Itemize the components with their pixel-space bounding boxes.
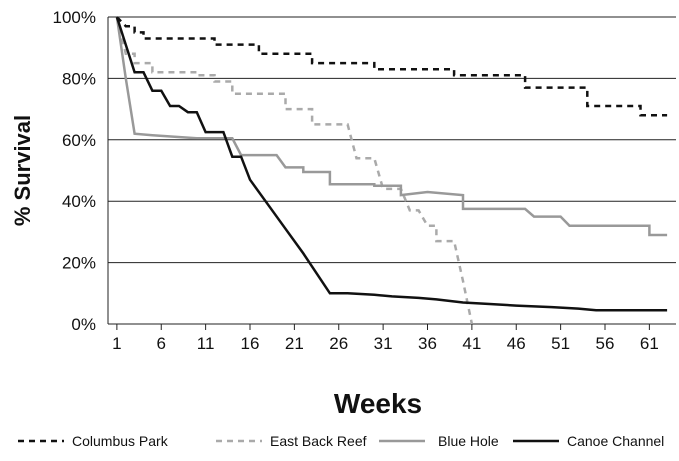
legend-label: Blue Hole <box>438 433 499 449</box>
x-tick-label: 16 <box>241 334 260 353</box>
legend-item: Columbus Park <box>18 433 169 449</box>
y-axis-title: % Survival <box>10 115 35 226</box>
x-tick-label: 11 <box>197 334 215 353</box>
y-tick-label: 80% <box>62 69 96 88</box>
x-tick-label: 46 <box>507 334 526 353</box>
axes: 0%20%40%60%80%100%1 6 11 16 21 26 31 36 41 46 51 56… <box>10 8 676 419</box>
series-line-canoe-channel <box>115 16 668 312</box>
x-tick-label: 51 <box>551 334 570 353</box>
y-tick-label: 0% <box>71 315 96 334</box>
series-line-east-back-reef <box>115 16 474 325</box>
legend: Columbus Park East Back Reef Blue Hole Cano… <box>18 433 664 449</box>
x-tick-label: 21 <box>285 334 304 353</box>
y-tick-label: 100% <box>53 8 96 27</box>
x-tick-label: 56 <box>596 334 615 353</box>
legend-label: East Back Reef <box>270 433 367 449</box>
x-tick-label: 36 <box>418 334 437 353</box>
x-tick-label: 1 <box>112 334 121 353</box>
y-tick-label: 60% <box>62 131 96 150</box>
x-tick-label: 31 <box>374 334 393 353</box>
series-line-columbus-park <box>116 16 668 117</box>
x-tick-label: 6 <box>157 334 166 353</box>
legend-item: Blue Hole <box>379 433 499 449</box>
x-axis-title: Weeks <box>334 388 422 419</box>
legend-item: East Back Reef <box>216 433 367 449</box>
gridlines <box>108 16 676 264</box>
x-tick-label: 41 <box>462 334 481 353</box>
legend-label: Columbus Park <box>72 433 169 449</box>
legend-item: Canoe Channel <box>513 433 664 449</box>
series-line-blue-hole <box>115 16 668 237</box>
y-tick-label: 40% <box>62 192 96 211</box>
series-lines <box>115 16 668 325</box>
x-tick-label: 26 <box>329 334 348 353</box>
x-tick-label: 61 <box>640 334 659 353</box>
legend-label: Canoe Channel <box>567 433 664 449</box>
y-tick-label: 20% <box>62 254 96 273</box>
